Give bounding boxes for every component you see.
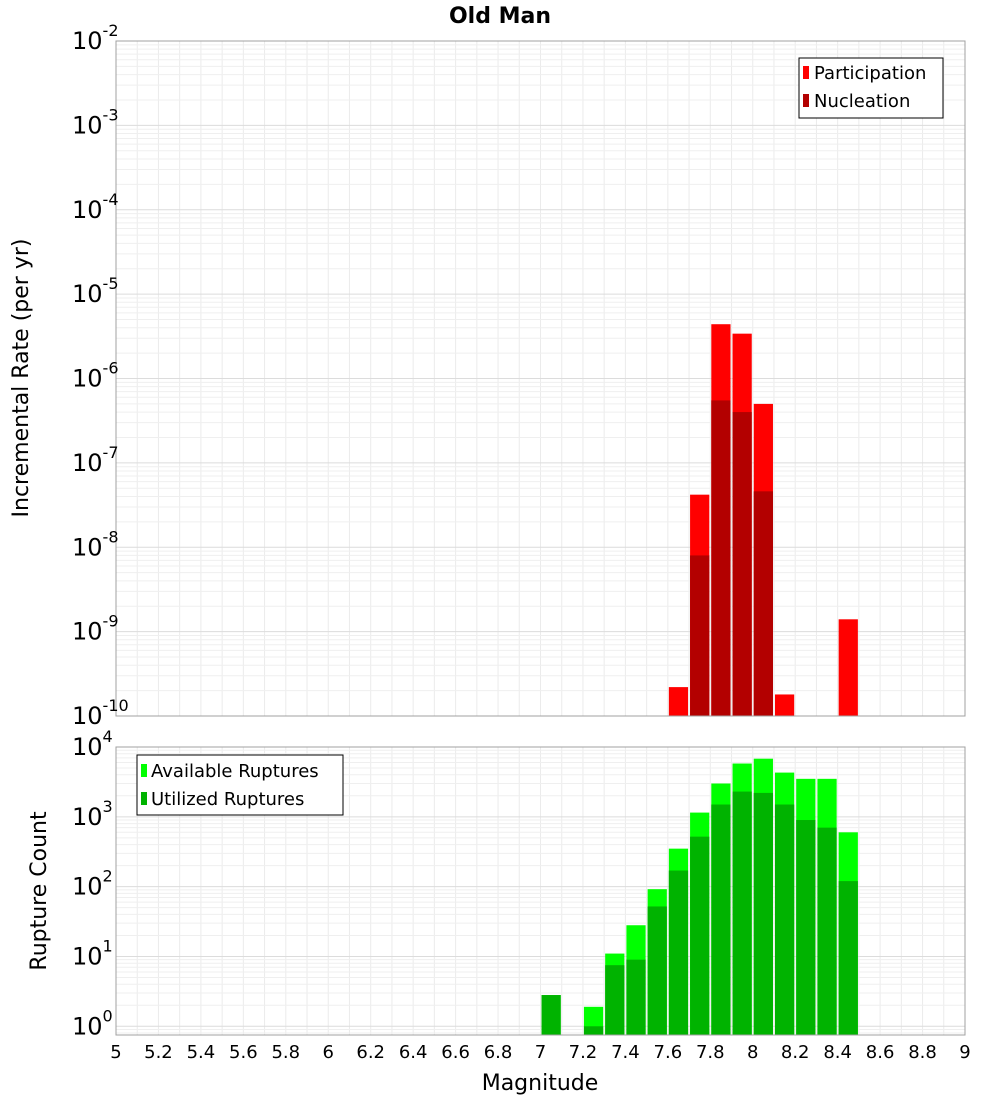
x-tick-label: 7.2 [569, 1042, 598, 1063]
bottom-plot-frame [115, 746, 966, 1036]
bottom-legend-box [136, 754, 344, 816]
bar-utilized-ruptures [668, 870, 689, 1035]
bar-utilized-ruptures [583, 1026, 604, 1035]
y-tick-label: 10-2 [72, 21, 119, 55]
legend-swatch-nucleation [803, 94, 809, 107]
y-tick-label: 100 [72, 1006, 113, 1040]
bar-nucleation [690, 555, 710, 716]
x-tick-label: 8 [747, 1042, 758, 1063]
x-tick-label: 7 [535, 1042, 546, 1063]
bar-participation [774, 694, 795, 716]
y-tick-label: 10-8 [72, 527, 119, 561]
x-tick-label: 8.6 [866, 1042, 895, 1063]
bar-nucleation [732, 412, 752, 716]
bottom-legend: Available Ruptures Utilized Ruptures [136, 754, 344, 816]
x-tick-label: 5 [110, 1042, 121, 1063]
bar-nucleation [711, 400, 731, 716]
legend-label-participation: Participation [814, 63, 926, 84]
bar-utilized-ruptures [626, 959, 646, 1035]
bar-utilized-ruptures [647, 906, 667, 1035]
x-tick-label: 8.4 [823, 1042, 852, 1063]
x-tick-label: 5.8 [271, 1042, 300, 1063]
y-tick-label: 10-9 [72, 612, 119, 646]
y-tick-label: 104 [72, 727, 113, 761]
bar-utilized-ruptures [690, 836, 710, 1035]
top-plot-bars [668, 324, 858, 716]
bar-participation [668, 687, 689, 716]
x-tick-label: 6.4 [399, 1042, 428, 1063]
y-tick-label: 10-10 [72, 696, 129, 730]
y-tick-label: 101 [72, 936, 113, 970]
legend-label-utilized-ruptures: Utilized Ruptures [151, 789, 304, 810]
x-tick-label: 6.2 [356, 1042, 385, 1063]
x-tick-label: 7.6 [654, 1042, 683, 1063]
bar-utilized-ruptures [838, 881, 858, 1035]
bar-participation [838, 619, 858, 716]
legend-label-available-ruptures: Available Ruptures [151, 761, 319, 782]
bar-utilized-ruptures [774, 804, 795, 1035]
x-tick-label: 5.6 [229, 1042, 258, 1063]
y-tick-label: 102 [72, 867, 113, 901]
bar-utilized-ruptures [711, 804, 731, 1035]
legend-swatch-available-ruptures [141, 764, 147, 777]
legend-label-nucleation: Nucleation [814, 91, 910, 112]
bottom-y-axis-label: Rupture Count [27, 811, 52, 971]
x-tick-label: 6 [323, 1042, 334, 1063]
x-tick-label: 7.8 [696, 1042, 725, 1063]
top-legend: Participation Nucleation [798, 57, 944, 119]
x-tick-label: 7.4 [611, 1042, 640, 1063]
x-tick-label: 8.8 [908, 1042, 937, 1063]
x-tick-label: 8.2 [781, 1042, 810, 1063]
y-tick-label: 10-4 [72, 190, 119, 224]
y-tick-label: 10-6 [72, 359, 119, 393]
x-axis-label: Magnitude [482, 1071, 599, 1096]
x-tick-label: 6.6 [441, 1042, 470, 1063]
top-plot-frame [115, 40, 966, 717]
bar-utilized-ruptures [796, 820, 816, 1035]
x-tick-label: 5.4 [187, 1042, 216, 1063]
x-tick-label: 9 [959, 1042, 970, 1063]
y-tick-label: 103 [72, 797, 113, 831]
bar-utilized-ruptures [605, 965, 625, 1035]
bar-utilized-ruptures [753, 792, 773, 1035]
top-legend-box [798, 57, 944, 119]
top-plot-gridlines [115, 40, 966, 717]
bar-nucleation [753, 491, 773, 716]
bar-utilized-ruptures [817, 827, 837, 1035]
chart-title: Old Man [449, 4, 551, 29]
legend-swatch-participation [803, 66, 809, 79]
legend-swatch-utilized-ruptures [141, 792, 147, 805]
y-tick-label: 10-3 [72, 105, 119, 139]
y-tick-label: 10-7 [72, 443, 119, 477]
y-tick-label: 10-5 [72, 274, 119, 308]
x-tick-label: 6.8 [484, 1042, 513, 1063]
top-y-tick-labels: 10-10 10-9 10-8 10-7 10-6 10-5 10-4 10-3 10-2 [72, 21, 129, 730]
bottom-plot-bars [541, 758, 858, 1035]
top-y-axis-label: Incremental Rate (per yr) [9, 239, 34, 518]
x-tick-labels: 5 5.2 5.4 5.6 5.8 6 6.2 6.4 6.6 6.8 7 7.2 7.4 7.6 7.8 8… [110, 1042, 970, 1063]
x-tick-label: 5.2 [144, 1042, 173, 1063]
bar-utilized-ruptures [732, 791, 752, 1035]
bar-utilized-ruptures [541, 995, 561, 1035]
bottom-y-tick-labels: 100 101 102 103 104 [72, 727, 113, 1040]
